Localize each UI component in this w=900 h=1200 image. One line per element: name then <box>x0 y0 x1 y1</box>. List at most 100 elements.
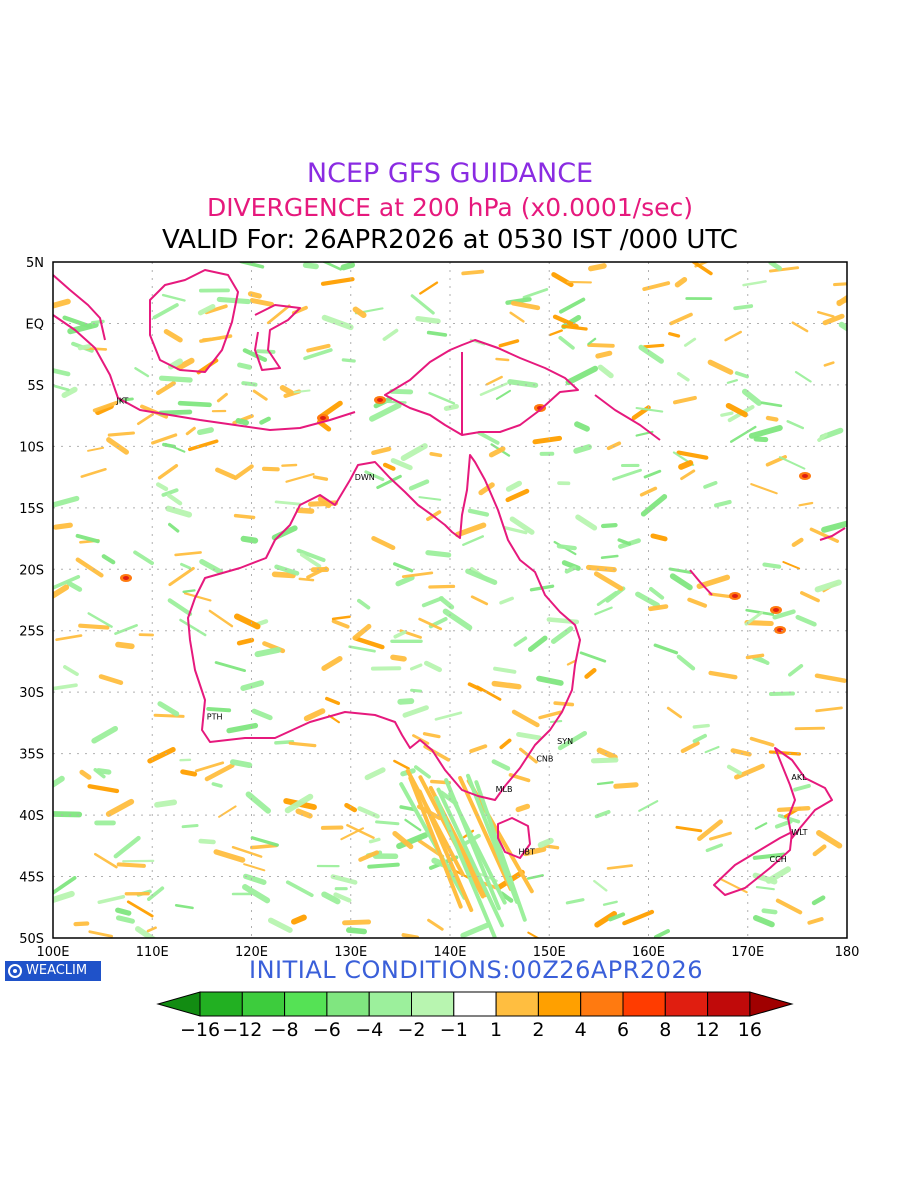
field-streak <box>786 420 805 430</box>
field-streak <box>413 765 431 779</box>
field-streak <box>499 891 514 903</box>
field-streak <box>720 411 734 417</box>
field-streak <box>392 830 414 850</box>
field-streak <box>197 427 214 436</box>
field-streak <box>429 451 443 458</box>
field-streak <box>157 701 180 717</box>
colorbar-arrow-low <box>156 991 201 1017</box>
field-streak <box>761 908 778 915</box>
colorbar-label: 6 <box>617 1019 629 1041</box>
field-streak <box>303 348 333 361</box>
field-streak <box>768 266 800 273</box>
field-streak <box>423 660 443 673</box>
field-streak <box>791 537 804 547</box>
field-streak <box>134 367 150 378</box>
field-streak <box>321 314 354 331</box>
field-streak <box>330 874 358 885</box>
field-streak <box>279 384 294 396</box>
field-streak <box>750 483 778 495</box>
field-streak <box>557 730 588 751</box>
field-streak <box>250 836 279 847</box>
field-streak <box>499 596 514 605</box>
new-guinea-coast <box>384 339 579 436</box>
field-streak <box>465 568 498 586</box>
field-streak <box>393 562 414 573</box>
colorbar-arrow-high <box>749 991 794 1017</box>
field-streak <box>749 736 775 747</box>
field-streak <box>401 933 420 938</box>
field-streak <box>208 609 234 628</box>
field-streak <box>587 342 615 348</box>
field-streak <box>418 617 443 631</box>
field-streak <box>654 929 670 938</box>
field-streak <box>234 613 261 630</box>
field-streak <box>393 630 407 639</box>
field-streak <box>147 886 165 902</box>
field-streak <box>98 674 124 686</box>
field-streak <box>495 357 510 362</box>
field-streak <box>668 332 681 338</box>
field-streak <box>461 269 485 276</box>
field-streak <box>274 564 300 576</box>
field-streak <box>635 406 664 413</box>
field-streak <box>676 654 696 671</box>
field-streak <box>692 723 710 729</box>
field-maximum-core <box>802 474 808 478</box>
fiji-coast <box>819 527 846 541</box>
field-streak <box>680 469 696 481</box>
field-streak <box>438 596 455 610</box>
field-streak <box>708 670 738 680</box>
plot-frame <box>52 261 848 939</box>
field-streak <box>744 620 774 627</box>
field-streak <box>594 606 613 616</box>
field-streak <box>296 548 326 563</box>
field-streak <box>206 706 232 713</box>
field-streak <box>491 759 511 771</box>
field-streak <box>194 761 225 773</box>
colorbar-bin <box>580 991 624 1017</box>
lat-tick-label: 50S <box>19 932 44 947</box>
field-streak <box>364 470 385 482</box>
field-streak <box>526 874 544 880</box>
field-streak <box>454 522 487 538</box>
field-streak <box>503 526 528 535</box>
field-streak <box>87 784 120 794</box>
lat-tick-label: 35S <box>19 748 44 763</box>
field-streak <box>814 673 847 683</box>
field-streak <box>704 745 720 754</box>
lon-tick-label: 180 <box>835 945 860 960</box>
field-streak <box>285 473 315 483</box>
field-streak <box>691 262 713 276</box>
colorbar-bin <box>199 991 243 1017</box>
field-streak <box>188 439 219 452</box>
field-streak <box>640 494 668 517</box>
field-streak <box>744 611 764 626</box>
field-streak <box>243 863 266 872</box>
weaclim-logo-icon <box>8 964 22 978</box>
field-streak <box>816 830 843 849</box>
field-streak <box>62 315 92 329</box>
field-streak <box>53 522 73 530</box>
field-streak <box>134 926 157 938</box>
field-streak <box>245 791 272 814</box>
field-streak <box>211 782 223 788</box>
field-streak <box>216 296 251 305</box>
field-streak <box>80 467 107 478</box>
field-streak <box>791 321 809 333</box>
field-streak <box>401 571 434 578</box>
field-streak <box>515 803 531 813</box>
field-streak <box>643 469 662 479</box>
field-streak <box>115 641 135 650</box>
field-streak <box>550 626 574 644</box>
field-streak <box>833 282 847 287</box>
field-streak <box>522 287 549 299</box>
field-streak <box>167 598 193 617</box>
field-streak <box>229 759 253 769</box>
field-streak <box>295 507 315 514</box>
field-streak <box>53 890 75 903</box>
field-streak <box>393 759 410 770</box>
field-streak <box>116 862 146 868</box>
field-streak <box>408 776 463 909</box>
field-streak <box>114 624 138 635</box>
field-streak <box>421 596 444 608</box>
